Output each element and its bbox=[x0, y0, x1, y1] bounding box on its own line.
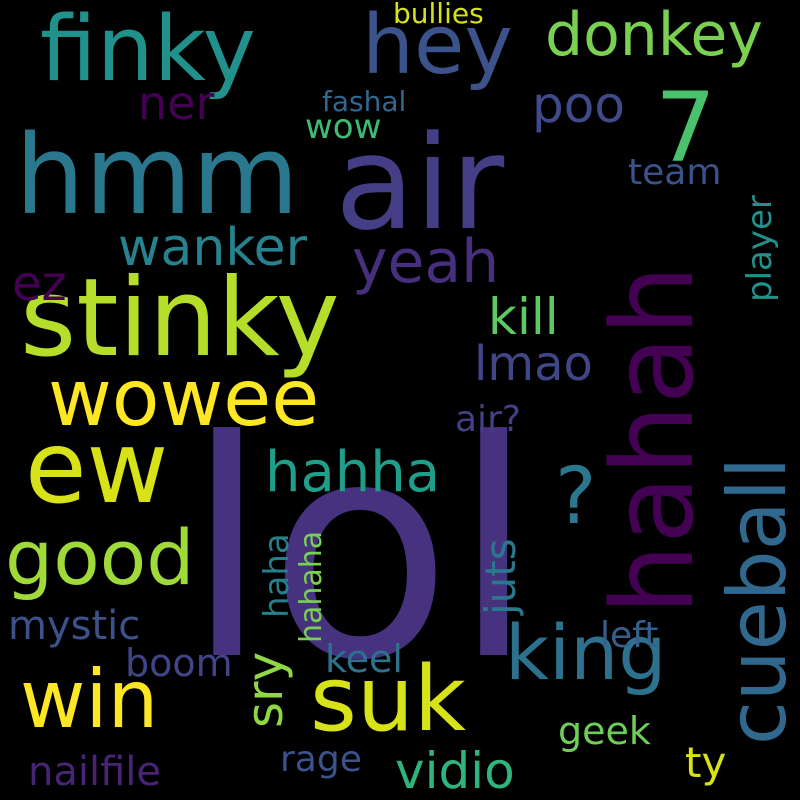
word-left: left bbox=[600, 615, 659, 656]
word-hahha: hahha bbox=[265, 440, 441, 505]
word-wanker: wanker bbox=[118, 218, 307, 278]
word-cueball: cueball bbox=[711, 456, 800, 745]
word-bullies: bullies bbox=[393, 0, 484, 30]
word-hahah: hahah bbox=[589, 264, 719, 615]
word-king: king bbox=[505, 608, 667, 697]
word-air-question: air? bbox=[455, 399, 521, 440]
word-juts: juts bbox=[476, 538, 525, 615]
word-team: team bbox=[628, 152, 722, 193]
word-poo: poo bbox=[532, 76, 625, 134]
word-wow: wow bbox=[305, 107, 382, 147]
word-ez: ez bbox=[12, 256, 67, 312]
word-7: 7 bbox=[655, 72, 717, 184]
word-question: ? bbox=[555, 452, 597, 542]
word-player: player bbox=[740, 195, 780, 302]
word-keel: keel bbox=[325, 637, 403, 681]
word-hmm: hmm bbox=[15, 111, 300, 239]
word-good: good bbox=[5, 513, 195, 602]
word-stinky: stinky bbox=[20, 256, 340, 381]
word-wowee: wowee bbox=[48, 354, 320, 444]
word-rage: rage bbox=[280, 739, 362, 780]
word-fashal: fashal bbox=[322, 85, 407, 118]
word-hahaha: hahaha bbox=[294, 530, 329, 643]
word-nailfile: nailfile bbox=[28, 749, 162, 795]
word-suk: suk bbox=[310, 647, 467, 752]
word-vidio: vidio bbox=[395, 742, 515, 800]
word-ty: ty bbox=[685, 738, 727, 787]
word-sry: sry bbox=[236, 651, 294, 728]
word-mystic: mystic bbox=[8, 603, 141, 649]
word-boom: boom bbox=[125, 641, 233, 685]
word-win: win bbox=[20, 653, 159, 746]
word-lmao: lmao bbox=[474, 336, 593, 392]
word-ew: ew bbox=[25, 409, 169, 526]
word-lol: lol bbox=[185, 377, 536, 726]
word-geek: geek bbox=[558, 709, 651, 753]
word-kill: kill bbox=[488, 288, 559, 346]
word-air: air bbox=[335, 107, 505, 259]
word-donkey: donkey bbox=[545, 0, 763, 70]
word-finky: finky bbox=[40, 0, 256, 102]
word-yeah: yeah bbox=[352, 227, 500, 297]
word-hey: hey bbox=[362, 0, 513, 93]
word-haha: haha bbox=[257, 533, 297, 618]
word-ner: ner bbox=[138, 76, 215, 130]
